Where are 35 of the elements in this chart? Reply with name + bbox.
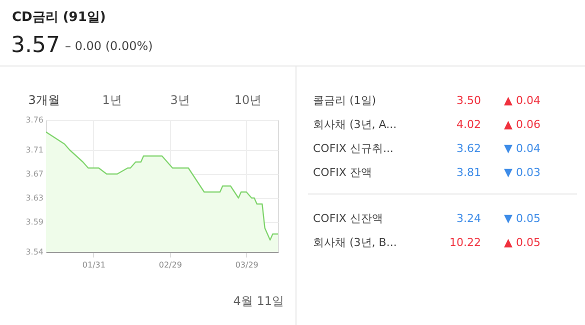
text: 콜금리 (1일) [313,94,376,107]
text: ▼ 0.05 [504,212,540,225]
text: 3.50 [456,94,481,107]
text: 10년 [234,93,262,107]
text: ▼ 0.04 [504,142,540,155]
text: COFIX 잔액 [313,166,372,179]
x-tick-label: 02/29 [158,260,182,270]
text: 4.02 [456,118,481,131]
text: 10.22 [450,236,481,249]
text: 3개월 [28,93,60,107]
text: 3.24 [456,212,481,225]
text: 회사채 (3년, A... [313,118,397,131]
chart-title: CD금리 (91일) [12,10,106,25]
text: – 0.00 (0.00%) [65,39,153,53]
text: ▲ 0.04 [504,94,540,107]
text: ▲ 0.06 [504,118,540,131]
text: 3.81 [456,166,481,179]
x-tick-label: 03/29 [235,260,258,270]
text: COFIX 신규취... [313,142,394,155]
text: 1년 [102,93,122,107]
y-tick-label: 3.63 [26,194,44,202]
y-tick-label: 3.71 [26,146,44,154]
text: 3.62 [456,142,481,155]
text: 회사채 (3년, B... [313,236,397,249]
y-tick-label: 3.59 [26,218,44,226]
y-tick-label: 3.54 [26,248,44,256]
y-tick-label: 3.67 [26,170,44,178]
chart-subtitle: 3.57 [11,33,60,58]
text: COFIX 신잔액 [313,212,383,225]
text: ▼ 0.03 [504,166,540,179]
x-tick-label: 01/31 [82,260,106,270]
y-tick-label: 3.76 [26,116,44,124]
text: ▲ 0.05 [504,236,540,249]
text: 3년 [170,93,190,107]
text: 4월 11일 [233,294,284,308]
